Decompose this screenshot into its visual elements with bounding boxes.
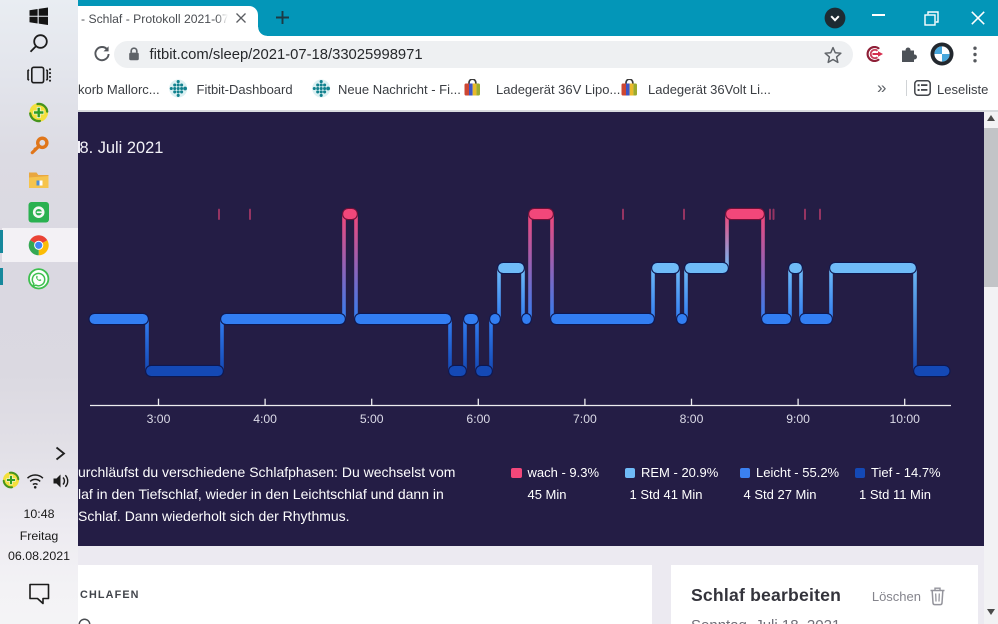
svg-text:8:00: 8:00 (680, 412, 704, 426)
svg-text:4:00: 4:00 (253, 412, 277, 426)
svg-text:5:00: 5:00 (360, 412, 384, 426)
svg-text:10:00: 10:00 (889, 412, 920, 426)
svg-text:9:00: 9:00 (786, 412, 810, 426)
svg-text:3:00: 3:00 (147, 412, 171, 426)
svg-text:6:00: 6:00 (466, 412, 490, 426)
svg-text:7:00: 7:00 (573, 412, 597, 426)
